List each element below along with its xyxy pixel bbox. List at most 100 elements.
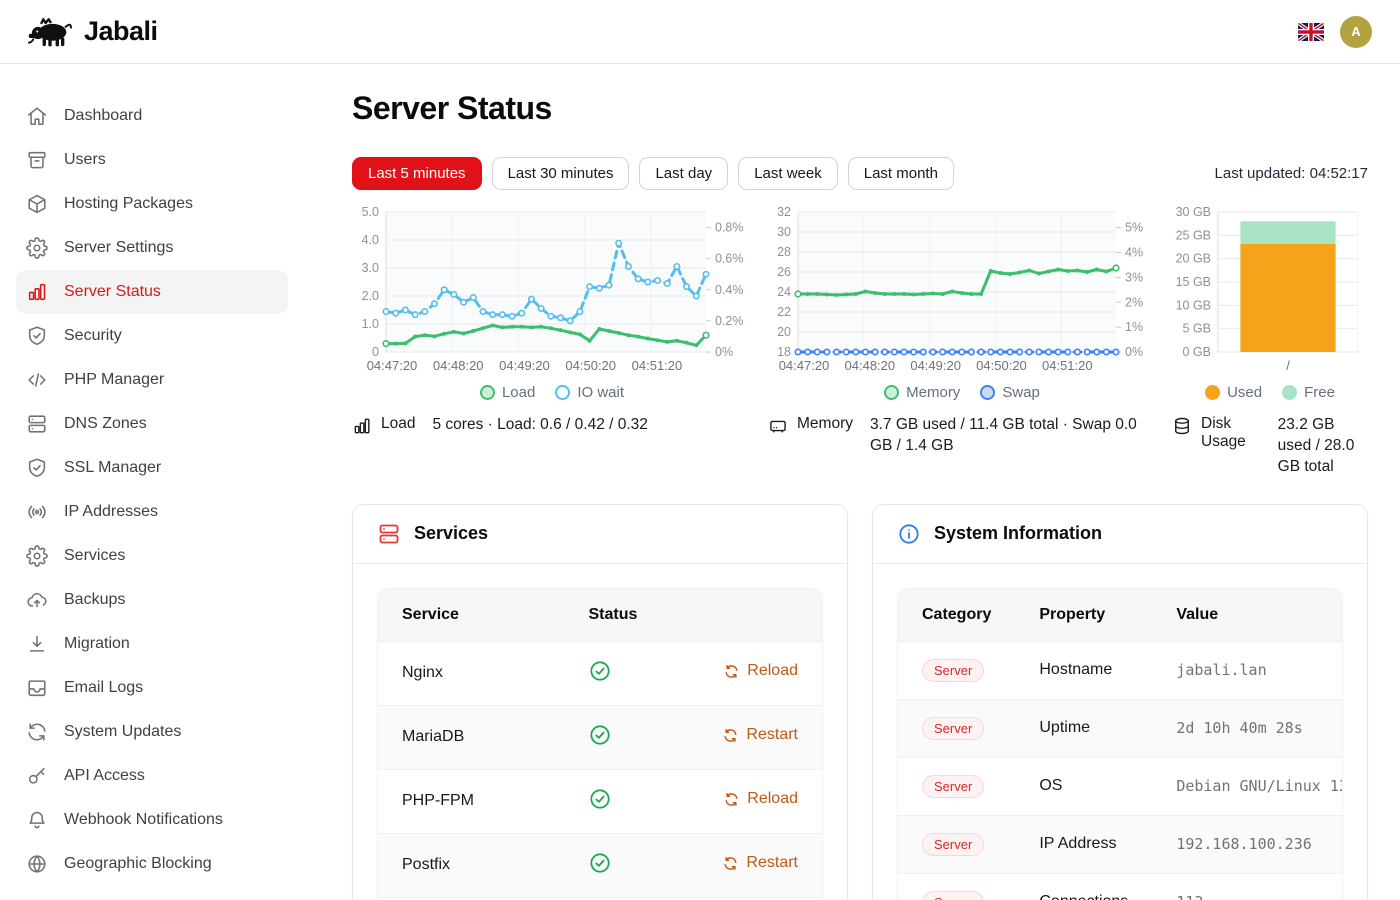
sidebar-item-label: Email Logs: [64, 679, 143, 697]
svg-text:0.6%: 0.6%: [715, 252, 744, 266]
sidebar-item-label: Migration: [64, 635, 130, 653]
svg-text:04:49:20: 04:49:20: [499, 358, 550, 373]
range-button-last-30-minutes[interactable]: Last 30 minutes: [492, 157, 630, 190]
load-stat: Load5 cores · Load: 0.6 / 0.42 / 0.32: [352, 415, 752, 436]
memory-stat: Memory3.7 GB used / 11.4 GB total · Swap…: [768, 415, 1156, 457]
sidebar-item-ip-addresses[interactable]: IP Addresses: [16, 490, 288, 534]
legend-swatch: [555, 385, 570, 400]
sidebar-item-backups[interactable]: Backups: [16, 578, 288, 622]
svg-text:4%: 4%: [1125, 246, 1143, 260]
sidebar-item-hosting-packages[interactable]: Hosting Packages: [16, 182, 288, 226]
sidebar-item-label: Server Settings: [64, 239, 173, 257]
range-button-last-week[interactable]: Last week: [738, 157, 838, 190]
service-row-nginx: NginxReload: [378, 641, 822, 705]
chart-legend: LoadIO wait: [352, 384, 752, 401]
svg-text:5.0: 5.0: [362, 206, 379, 219]
svg-text:10 GB: 10 GB: [1176, 298, 1211, 312]
service-row-mariadb: MariaDB Restart: [378, 705, 822, 769]
sidebar-item-label: Services: [64, 547, 125, 565]
service-action-reload-button[interactable]: Reload: [723, 790, 798, 808]
sidebar-item-email-logs[interactable]: Email Logs: [16, 666, 288, 710]
rotate-icon: [722, 855, 739, 872]
archive-icon: [26, 149, 48, 171]
service-name: Postfix: [378, 833, 564, 897]
sidebar-item-users[interactable]: Users: [16, 138, 288, 182]
category-badge: Server: [922, 775, 984, 798]
bar-chart-icon: [352, 416, 372, 436]
database-icon: [1172, 416, 1192, 436]
status-ok-icon: [588, 862, 612, 879]
svg-text:0: 0: [372, 345, 379, 359]
svg-text:1%: 1%: [1125, 320, 1143, 334]
range-button-last-day[interactable]: Last day: [639, 157, 728, 190]
svg-text:04:48:20: 04:48:20: [845, 358, 896, 373]
user-avatar[interactable]: A: [1340, 16, 1372, 48]
gear-icon: [26, 237, 48, 259]
stat-label: Memory: [797, 415, 853, 433]
service-action-restart-button[interactable]: Restart: [722, 726, 798, 744]
sidebar-item-label: PHP Manager: [64, 371, 164, 389]
sidebar-item-system-updates[interactable]: System Updates: [16, 710, 288, 754]
sidebar-item-label: Geographic Blocking: [64, 855, 212, 873]
sidebar-item-label: Server Status: [64, 283, 161, 301]
sidebar-item-api-access[interactable]: API Access: [16, 754, 288, 798]
service-action-restart-button[interactable]: Restart: [722, 854, 798, 872]
range-button-last-5-minutes[interactable]: Last 5 minutes: [352, 157, 482, 190]
svg-text:5%: 5%: [1125, 221, 1143, 235]
svg-text:24: 24: [777, 285, 791, 299]
refresh-icon: [26, 721, 48, 743]
service-name: MariaDB: [378, 705, 564, 769]
sidebar-item-server-settings[interactable]: Server Settings: [16, 226, 288, 270]
svg-text:1.0: 1.0: [362, 317, 379, 331]
drive-icon: [768, 416, 788, 436]
brand-name: Jabali: [84, 16, 158, 47]
legend-swatch: [1282, 385, 1297, 400]
sidebar-item-server-status[interactable]: Server Status: [16, 270, 288, 314]
category-badge: Server: [922, 833, 984, 856]
sidebar-item-php-manager[interactable]: PHP Manager: [16, 358, 288, 402]
svg-text:2.0: 2.0: [362, 289, 379, 303]
svg-text:22: 22: [777, 305, 791, 319]
category-badge: Server: [922, 891, 984, 900]
svg-text:04:47:20: 04:47:20: [779, 358, 830, 373]
radio-icon: [26, 501, 48, 523]
svg-text:/: /: [1286, 358, 1290, 373]
sidebar-item-security[interactable]: Security: [16, 314, 288, 358]
service-action-reload-button[interactable]: Reload: [723, 662, 798, 680]
sidebar-item-ssl-manager[interactable]: SSL Manager: [16, 446, 288, 490]
app-logo[interactable]: Jabali: [28, 16, 158, 47]
column-header: Status: [564, 589, 677, 642]
key-icon: [26, 765, 48, 787]
sidebar-item-label: Hosting Packages: [64, 195, 193, 213]
sidebar-item-dns-zones[interactable]: DNS Zones: [16, 402, 288, 446]
range-button-last-month[interactable]: Last month: [848, 157, 954, 190]
language-flag-icon[interactable]: [1298, 23, 1324, 41]
svg-text:0.2%: 0.2%: [715, 314, 744, 328]
sidebar-item-label: SSL Manager: [64, 459, 161, 477]
sidebar-item-geographic-blocking[interactable]: Geographic Blocking: [16, 842, 288, 886]
sidebar-item-webhook-notifications[interactable]: Webhook Notifications: [16, 798, 288, 842]
property-name: Hostname: [1015, 641, 1152, 699]
main-content: Server Status Last 5 minutes Last 30 minu…: [304, 64, 1400, 900]
download-icon: [26, 633, 48, 655]
sidebar-item-label: Dashboard: [64, 107, 142, 125]
svg-text:32: 32: [777, 206, 791, 219]
svg-text:20 GB: 20 GB: [1176, 252, 1211, 266]
shield-icon: [26, 325, 48, 347]
sidebar-item-services[interactable]: Services: [16, 534, 288, 578]
stat-value: 5 cores · Load: 0.6 / 0.42 / 0.32: [432, 415, 752, 436]
sidebar-item-dashboard[interactable]: Dashboard: [16, 94, 288, 138]
top-header: Jabali A: [0, 0, 1400, 64]
legend-swatch: [884, 385, 899, 400]
sidebar-item-label: System Updates: [64, 723, 181, 741]
info-icon: [897, 522, 921, 546]
svg-text:04:51:20: 04:51:20: [632, 358, 683, 373]
load-chart: 04:47:2004:48:2004:49:2004:50:2004:51:20…: [352, 206, 752, 478]
services-table-header: ServiceStatus: [378, 589, 822, 642]
inbox-icon: [26, 677, 48, 699]
stat-value: 23.2 GB used / 28.0 GB total: [1278, 415, 1368, 478]
svg-text:15 GB: 15 GB: [1176, 275, 1211, 289]
services-icon: [377, 522, 401, 546]
sidebar-item-migration[interactable]: Migration: [16, 622, 288, 666]
system-info-row-os: ServerOSDebian GNU/Linux 13 (trixie): [898, 757, 1343, 815]
